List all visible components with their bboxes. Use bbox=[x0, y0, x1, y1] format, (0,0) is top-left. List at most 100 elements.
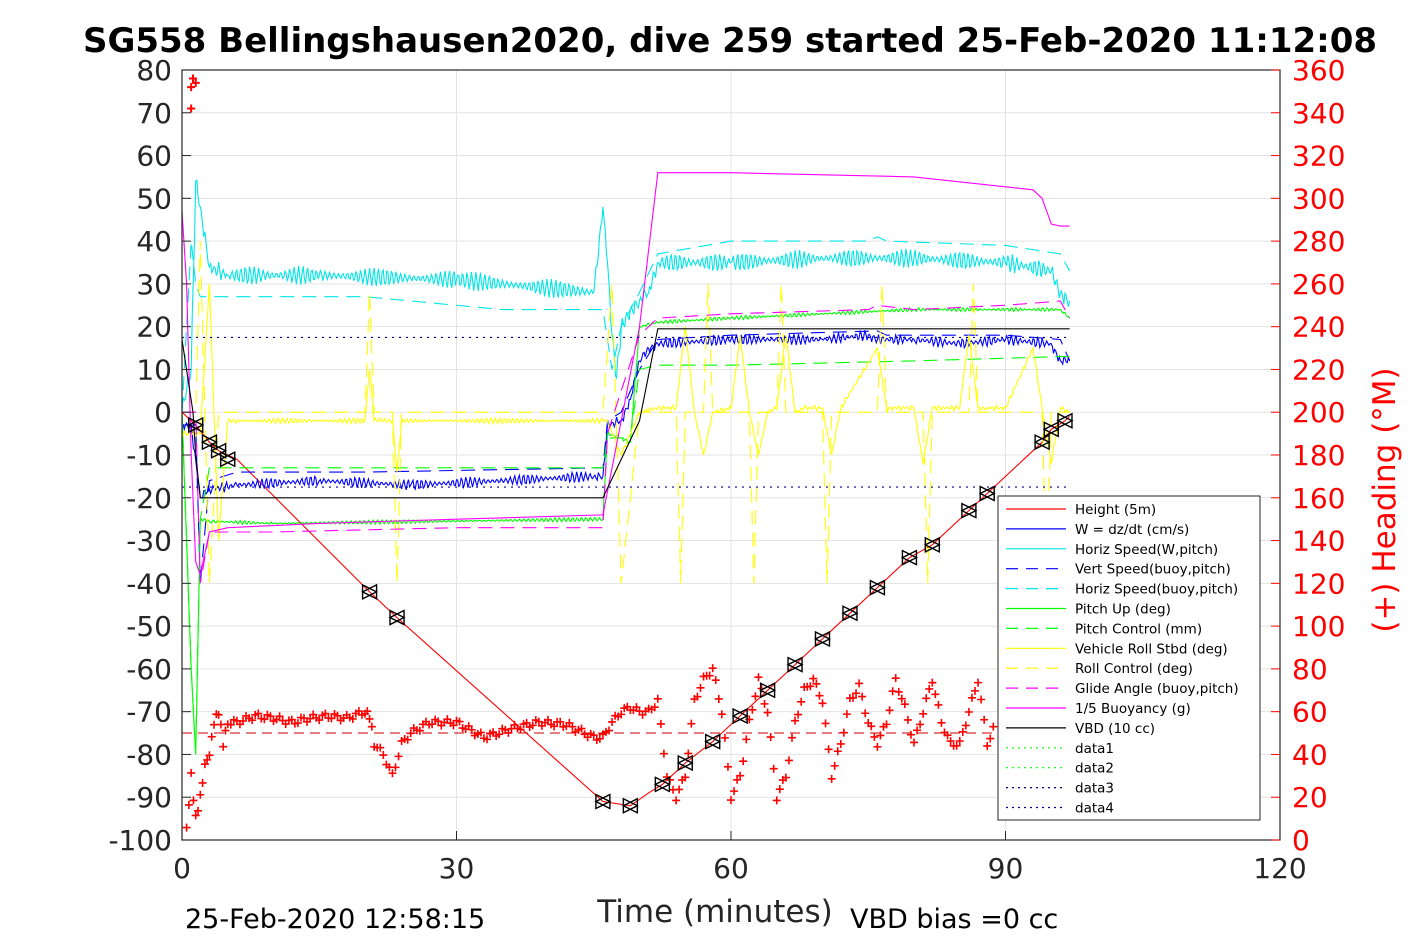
series-line-4 bbox=[181, 236, 1071, 413]
heading-point bbox=[254, 709, 263, 718]
series-line-0 bbox=[181, 411, 1070, 807]
heading-point bbox=[937, 718, 946, 727]
heading-point bbox=[321, 709, 330, 718]
heading-point bbox=[903, 715, 912, 724]
height-triangle-marker bbox=[731, 707, 748, 725]
heading-point bbox=[791, 716, 800, 725]
heading-point bbox=[391, 763, 400, 772]
heading-point bbox=[293, 719, 302, 728]
heading-point bbox=[705, 671, 714, 680]
heading-point bbox=[931, 690, 940, 699]
y-tick-label: 30 bbox=[136, 268, 172, 301]
x-tick-label: 120 bbox=[1253, 852, 1306, 885]
heading-point bbox=[476, 728, 485, 737]
heading-point bbox=[443, 715, 452, 724]
height-triangle-marker bbox=[200, 434, 218, 451]
y2-tick-label: 100 bbox=[1292, 610, 1345, 643]
heading-point bbox=[205, 751, 214, 760]
y2-tick-label: 320 bbox=[1292, 140, 1345, 173]
heading-point bbox=[815, 691, 824, 700]
heading-point bbox=[720, 733, 729, 742]
y2-tick-label: 60 bbox=[1292, 696, 1328, 729]
heading-point bbox=[184, 800, 193, 809]
heading-point bbox=[858, 692, 867, 701]
legend-label: Horiz Speed(buoy,pitch) bbox=[1075, 582, 1238, 598]
y-tick-label: -70 bbox=[126, 696, 172, 729]
series-layer bbox=[181, 172, 1071, 807]
heading-point bbox=[861, 709, 870, 718]
x-axis: 0 30 60 90 120 bbox=[173, 831, 1307, 885]
legend-label: Glide Angle (buoy,pitch) bbox=[1075, 681, 1239, 697]
heading-point bbox=[595, 734, 604, 743]
x-tick-label: 30 bbox=[439, 852, 475, 885]
heading-point bbox=[855, 679, 864, 688]
legend-label: data4 bbox=[1075, 801, 1114, 817]
heading-point bbox=[943, 731, 952, 740]
heading-point bbox=[189, 796, 198, 805]
heading-point bbox=[617, 710, 626, 719]
heading-point bbox=[763, 708, 772, 717]
heading-point bbox=[226, 720, 235, 729]
heading-point bbox=[919, 709, 928, 718]
heading-point bbox=[207, 732, 216, 741]
y-tick-label: -60 bbox=[126, 653, 172, 686]
series-line-6 bbox=[181, 356, 1070, 755]
heading-point bbox=[191, 78, 200, 87]
heading-point bbox=[961, 721, 970, 730]
heading-point bbox=[248, 716, 257, 725]
heading-point bbox=[221, 726, 230, 735]
x-tick-label: 90 bbox=[988, 852, 1024, 885]
y-tick-label: -100 bbox=[108, 824, 172, 857]
heading-point bbox=[260, 715, 269, 724]
heading-point bbox=[766, 733, 775, 742]
heading-point bbox=[275, 712, 284, 721]
height-triangle-marker bbox=[704, 733, 721, 750]
y2-tick-label: 280 bbox=[1292, 225, 1345, 258]
heading-point bbox=[287, 715, 296, 724]
heading-point bbox=[659, 749, 668, 758]
heading-point bbox=[556, 717, 565, 726]
heading-point bbox=[870, 732, 879, 741]
heading-point bbox=[824, 745, 833, 754]
height-triangle-marker bbox=[1056, 412, 1073, 429]
heading-point bbox=[200, 760, 209, 769]
heading-point bbox=[483, 735, 491, 744]
legend-label: Roll Control (deg) bbox=[1075, 661, 1193, 677]
heading-point bbox=[348, 715, 357, 724]
y-tick-label: 50 bbox=[136, 182, 172, 215]
heading-point bbox=[210, 720, 219, 729]
heading-point bbox=[449, 721, 458, 730]
y2-axis-label: (+) Heading (°M) bbox=[1367, 367, 1403, 632]
heading-point bbox=[934, 700, 943, 709]
heading-point bbox=[550, 722, 559, 731]
heading-point bbox=[196, 790, 205, 799]
heading-point bbox=[784, 756, 793, 765]
y2-tick-label: 300 bbox=[1292, 182, 1345, 215]
heading-point bbox=[568, 722, 577, 731]
heading-point bbox=[188, 74, 197, 83]
heading-point bbox=[656, 719, 665, 728]
heading-point bbox=[830, 761, 839, 770]
height-triangle-marker bbox=[978, 485, 995, 502]
x-axis-label: Time (minutes) bbox=[596, 894, 832, 930]
y2-tick-label: 140 bbox=[1292, 525, 1345, 558]
heading-point bbox=[730, 787, 739, 796]
heading-point bbox=[797, 697, 806, 706]
y-tick-label: 0 bbox=[154, 396, 172, 429]
heading-point bbox=[504, 728, 513, 737]
heading-point bbox=[751, 692, 760, 701]
height-triangle-marker bbox=[841, 605, 858, 622]
heading-point bbox=[821, 719, 830, 728]
heading-point bbox=[736, 771, 745, 780]
height-triangle-marker bbox=[361, 583, 378, 601]
heading-point bbox=[187, 83, 196, 92]
height-triangle-marker bbox=[594, 793, 611, 810]
heading-point bbox=[958, 727, 967, 736]
heading-point bbox=[608, 717, 617, 726]
heading-point bbox=[806, 682, 815, 691]
heading-point bbox=[403, 735, 412, 744]
legend-label: data3 bbox=[1075, 781, 1114, 797]
heading-point bbox=[687, 719, 696, 728]
legend: Height (5m) W = dz/dt (cm/s) Horiz Speed(W… bbox=[997, 495, 1261, 821]
